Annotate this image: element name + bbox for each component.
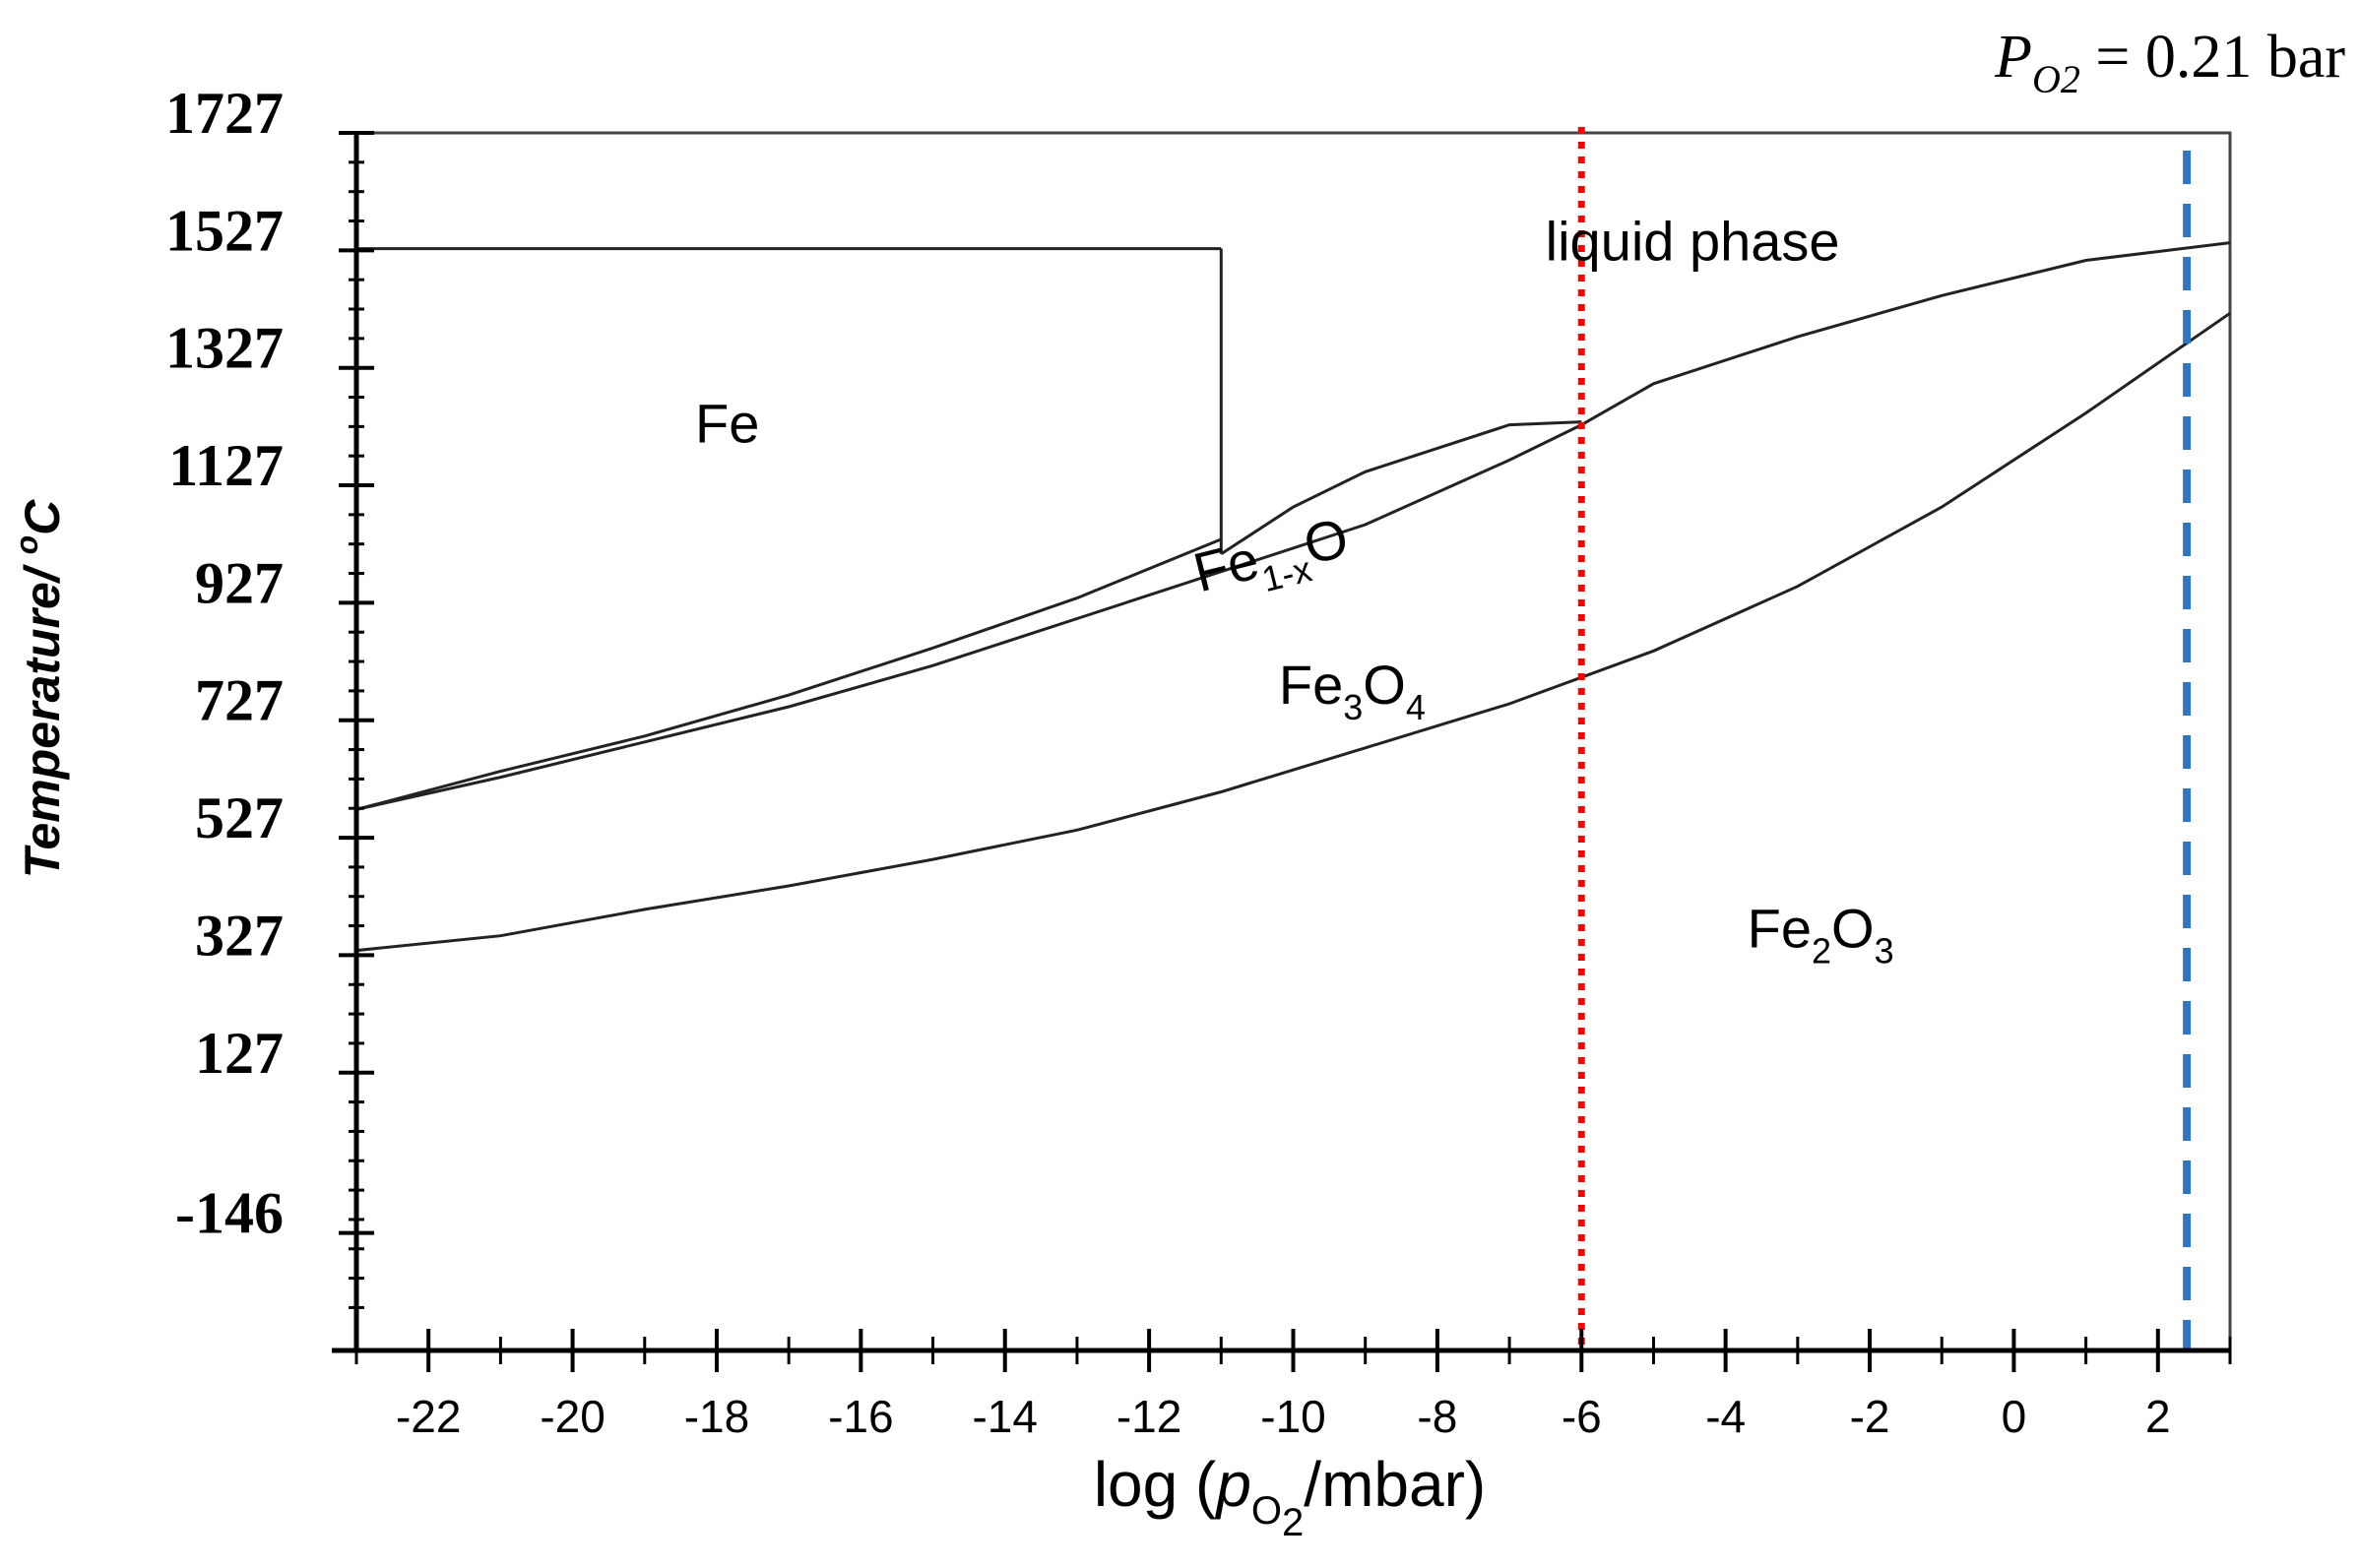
partial-pressure-annotation: PO2 = 0.21 bar — [1994, 24, 2345, 101]
y-tick-label: 1327 — [165, 316, 284, 381]
y-axis-title: Temperature/ oC — [9, 499, 70, 878]
plot-border — [354, 131, 2232, 1352]
x-tick-label: 0 — [2002, 1391, 2027, 1442]
phase-label-fe3o4: Fe3O4 — [1279, 654, 1426, 727]
plot-frame — [354, 131, 2232, 1352]
x-tick-label: -22 — [396, 1391, 461, 1442]
x-tick-label: -16 — [828, 1391, 893, 1442]
x-tick-label: -4 — [1705, 1391, 1746, 1442]
boundary-feo-fe3o4 — [355, 423, 1582, 811]
x-tick-label: -8 — [1417, 1391, 1457, 1442]
x-tick-label: -14 — [972, 1391, 1037, 1442]
x-tick-label: -6 — [1562, 1391, 1602, 1442]
y-axis: 1727 1527 1327 1127 927 727 527 327 127 -146 — [165, 81, 374, 1350]
phase-label-fe2o3: Fe2O3 — [1748, 898, 1894, 972]
boundary-fe-feo-upper — [355, 537, 1222, 811]
x-tick-label: -10 — [1260, 1391, 1325, 1442]
y-tick-label: -146 — [175, 1181, 284, 1246]
x-axis: -22 -20 -18 -16 -14 -12 -10 -8 -6 -4 -2 0 2 — [332, 1329, 2232, 1442]
boundary-fe3o4-liquid — [1580, 241, 2231, 426]
x-tick-label: 2 — [2145, 1391, 2171, 1442]
y-tick-label: 1727 — [165, 81, 284, 146]
phase-label-liquid: liquid phase — [1546, 210, 1840, 272]
y-tick-label: 527 — [195, 785, 284, 850]
phase-boundaries — [355, 241, 2231, 953]
reference-lines — [1577, 127, 2192, 1350]
y-tick-label: 127 — [195, 1021, 284, 1086]
x-tick-label: -2 — [1850, 1391, 1890, 1442]
x-tick-label: -20 — [540, 1391, 605, 1442]
boundary-fe3o4-fe2o3 — [355, 311, 2231, 953]
y-tick-label: 327 — [195, 903, 284, 968]
x-tick-label: -12 — [1116, 1391, 1181, 1442]
y-tick-label: 1127 — [168, 433, 284, 498]
y-tick-label: 1527 — [165, 198, 284, 263]
phase-label-fe: Fe — [695, 392, 759, 454]
x-tick-label: -18 — [684, 1391, 749, 1442]
y-tick-label: 927 — [195, 550, 284, 615]
x-axis-title: log (pO2/mbar) — [1094, 1449, 1486, 1544]
y-tick-label: 727 — [195, 668, 284, 733]
boundary-feo-liquid-upper — [1220, 420, 1582, 556]
